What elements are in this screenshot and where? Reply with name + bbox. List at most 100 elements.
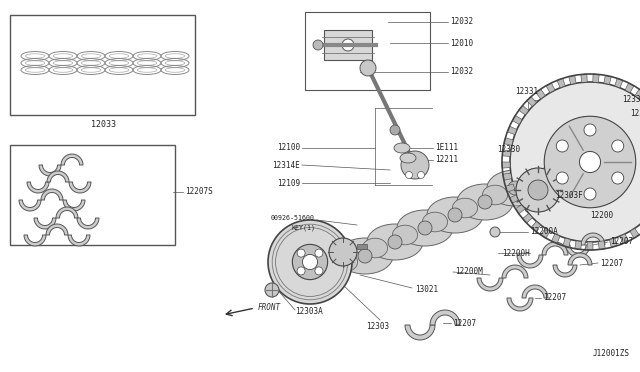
Polygon shape (546, 83, 555, 93)
Polygon shape (502, 265, 528, 278)
Polygon shape (512, 115, 522, 125)
Ellipse shape (483, 185, 508, 205)
Polygon shape (63, 200, 85, 211)
Polygon shape (581, 74, 588, 83)
Polygon shape (635, 89, 640, 99)
Ellipse shape (367, 224, 423, 260)
Ellipse shape (543, 158, 568, 178)
Text: 12032: 12032 (450, 17, 473, 26)
Polygon shape (34, 218, 56, 229)
Polygon shape (517, 255, 543, 268)
Text: 12033: 12033 (90, 120, 115, 129)
Polygon shape (56, 207, 78, 218)
Ellipse shape (397, 210, 453, 246)
Polygon shape (581, 233, 605, 245)
Polygon shape (609, 238, 617, 247)
Ellipse shape (422, 212, 447, 232)
Circle shape (418, 221, 432, 235)
Text: 12032: 12032 (450, 67, 473, 77)
Polygon shape (27, 182, 49, 193)
Ellipse shape (487, 170, 543, 206)
Polygon shape (77, 218, 99, 229)
Text: 12333: 12333 (622, 96, 640, 105)
Polygon shape (541, 228, 550, 238)
Circle shape (292, 244, 328, 280)
Text: 12200: 12200 (590, 211, 613, 219)
Polygon shape (515, 204, 525, 214)
Text: 12211: 12211 (435, 155, 458, 164)
Polygon shape (552, 234, 560, 244)
Circle shape (329, 238, 357, 266)
Polygon shape (69, 182, 91, 193)
Bar (10, 15, 195, 115)
Circle shape (584, 124, 596, 136)
Polygon shape (625, 83, 634, 93)
Text: 12303A: 12303A (295, 308, 323, 317)
Bar (10, 145, 175, 245)
Polygon shape (61, 154, 83, 165)
Polygon shape (630, 228, 639, 238)
Circle shape (265, 283, 279, 297)
Circle shape (388, 235, 402, 249)
Polygon shape (569, 76, 576, 84)
Text: 12207: 12207 (543, 294, 566, 302)
Circle shape (579, 151, 600, 173)
Text: 12100: 12100 (277, 144, 300, 153)
Ellipse shape (427, 197, 483, 233)
Circle shape (448, 208, 462, 222)
Ellipse shape (394, 143, 410, 153)
Text: 12207: 12207 (453, 318, 476, 327)
Text: 12303F: 12303F (555, 190, 583, 199)
Circle shape (544, 116, 636, 208)
Polygon shape (41, 189, 63, 200)
Polygon shape (527, 97, 536, 106)
Text: 12200M: 12200M (455, 267, 483, 276)
Circle shape (490, 227, 500, 237)
Text: FRONT: FRONT (258, 302, 281, 311)
Bar (305, 12, 430, 90)
Text: 12303: 12303 (367, 322, 390, 331)
Circle shape (315, 249, 323, 257)
Text: KEY(1): KEY(1) (291, 225, 315, 231)
Polygon shape (506, 184, 515, 192)
Ellipse shape (337, 238, 393, 274)
Polygon shape (39, 165, 61, 176)
Polygon shape (509, 195, 520, 203)
Polygon shape (568, 253, 592, 265)
Polygon shape (405, 325, 435, 340)
Circle shape (417, 171, 424, 179)
Text: J12001ZS: J12001ZS (593, 349, 630, 358)
Circle shape (478, 195, 492, 209)
Ellipse shape (457, 184, 513, 220)
Polygon shape (639, 221, 640, 231)
Text: 12109: 12109 (277, 179, 300, 187)
Polygon shape (503, 173, 512, 180)
Circle shape (390, 125, 400, 135)
Polygon shape (502, 162, 510, 168)
Bar (357, 244, 367, 249)
Text: 12331: 12331 (515, 87, 539, 96)
Text: 1E111: 1E111 (435, 144, 458, 153)
Polygon shape (519, 105, 529, 115)
Polygon shape (593, 74, 599, 83)
Text: 12010: 12010 (450, 38, 473, 48)
Ellipse shape (332, 252, 358, 272)
Polygon shape (502, 150, 511, 156)
Polygon shape (557, 78, 565, 88)
Circle shape (528, 180, 548, 200)
Polygon shape (24, 235, 46, 246)
Circle shape (297, 249, 305, 257)
Polygon shape (477, 278, 503, 291)
Circle shape (556, 140, 568, 152)
Circle shape (303, 254, 317, 270)
Circle shape (297, 267, 305, 275)
Polygon shape (507, 298, 533, 311)
Circle shape (342, 39, 354, 51)
Polygon shape (523, 214, 532, 223)
Ellipse shape (392, 225, 418, 245)
Polygon shape (47, 171, 69, 182)
Circle shape (313, 40, 323, 50)
Circle shape (510, 82, 640, 242)
Polygon shape (46, 224, 68, 235)
Ellipse shape (513, 172, 538, 192)
